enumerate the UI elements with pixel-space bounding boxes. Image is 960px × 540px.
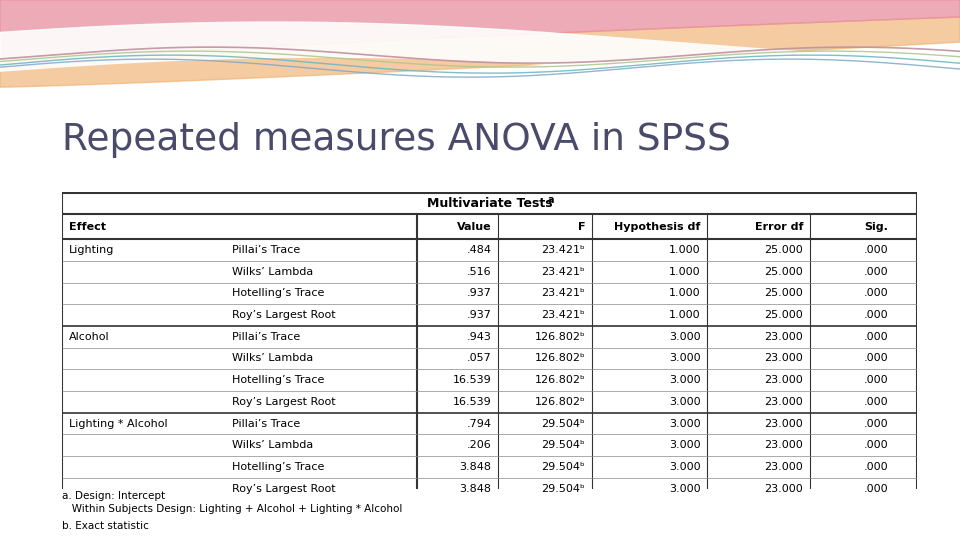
- Text: .000: .000: [864, 375, 889, 385]
- Text: .000: .000: [864, 310, 889, 320]
- Text: .000: .000: [864, 288, 889, 299]
- Text: Repeated measures ANOVA in SPSS: Repeated measures ANOVA in SPSS: [62, 122, 732, 158]
- Text: Lighting: Lighting: [69, 245, 114, 255]
- Text: .484: .484: [467, 245, 492, 255]
- Text: 3.848: 3.848: [459, 483, 492, 494]
- Text: .000: .000: [864, 245, 889, 255]
- Text: 23.000: 23.000: [764, 354, 804, 363]
- Text: .794: .794: [467, 418, 492, 429]
- Text: 23.421ᵇ: 23.421ᵇ: [541, 288, 586, 299]
- Text: .000: .000: [864, 483, 889, 494]
- Text: 23.421ᵇ: 23.421ᵇ: [541, 245, 586, 255]
- Text: .000: .000: [864, 354, 889, 363]
- Text: 1.000: 1.000: [669, 267, 701, 276]
- Text: 126.802ᵇ: 126.802ᵇ: [535, 397, 586, 407]
- Text: 3.000: 3.000: [669, 375, 701, 385]
- Text: Roy’s Largest Root: Roy’s Largest Root: [231, 397, 335, 407]
- Text: .000: .000: [864, 462, 889, 472]
- Text: 16.539: 16.539: [452, 397, 492, 407]
- Text: Hotelling’s Trace: Hotelling’s Trace: [231, 462, 324, 472]
- Text: F: F: [578, 221, 586, 232]
- Text: 3.848: 3.848: [459, 462, 492, 472]
- Text: 1.000: 1.000: [669, 245, 701, 255]
- Text: 23.421ᵇ: 23.421ᵇ: [541, 267, 586, 276]
- Text: 23.000: 23.000: [764, 375, 804, 385]
- Text: 3.000: 3.000: [669, 418, 701, 429]
- Text: 23.000: 23.000: [764, 332, 804, 342]
- Text: a. Design: Intercept: a. Design: Intercept: [62, 491, 165, 501]
- Text: .000: .000: [864, 440, 889, 450]
- Text: Pillai’s Trace: Pillai’s Trace: [231, 332, 300, 342]
- Text: .000: .000: [864, 418, 889, 429]
- Text: Error df: Error df: [755, 221, 804, 232]
- Text: Value: Value: [457, 221, 492, 232]
- Text: 3.000: 3.000: [669, 440, 701, 450]
- Text: Wilks’ Lambda: Wilks’ Lambda: [231, 354, 313, 363]
- Text: b. Exact statistic: b. Exact statistic: [62, 521, 149, 531]
- Text: Pillai’s Trace: Pillai’s Trace: [231, 245, 300, 255]
- Text: .000: .000: [864, 332, 889, 342]
- Text: 126.802ᵇ: 126.802ᵇ: [535, 375, 586, 385]
- Text: Hotelling’s Trace: Hotelling’s Trace: [231, 288, 324, 299]
- Text: 25.000: 25.000: [764, 288, 804, 299]
- Text: 25.000: 25.000: [764, 267, 804, 276]
- Text: 23.000: 23.000: [764, 418, 804, 429]
- Text: 126.802ᵇ: 126.802ᵇ: [535, 332, 586, 342]
- Text: 3.000: 3.000: [669, 332, 701, 342]
- Text: 3.000: 3.000: [669, 462, 701, 472]
- Text: Lighting * Alcohol: Lighting * Alcohol: [69, 418, 168, 429]
- Text: Multivariate Tests: Multivariate Tests: [427, 197, 552, 210]
- Text: 3.000: 3.000: [669, 483, 701, 494]
- Text: 23.000: 23.000: [764, 397, 804, 407]
- Text: Hotelling’s Trace: Hotelling’s Trace: [231, 375, 324, 385]
- Text: Effect: Effect: [69, 221, 107, 232]
- Text: a: a: [548, 195, 554, 205]
- Text: 3.000: 3.000: [669, 397, 701, 407]
- Text: 29.504ᵇ: 29.504ᵇ: [541, 440, 586, 450]
- Text: 29.504ᵇ: 29.504ᵇ: [541, 418, 586, 429]
- Text: .943: .943: [467, 332, 492, 342]
- Text: Within Subjects Design: Lighting + Alcohol + Lighting * Alcohol: Within Subjects Design: Lighting + Alcoh…: [62, 504, 403, 514]
- Text: .000: .000: [864, 397, 889, 407]
- Text: .206: .206: [467, 440, 492, 450]
- Text: .516: .516: [467, 267, 492, 276]
- Text: .937: .937: [467, 310, 492, 320]
- Text: .057: .057: [467, 354, 492, 363]
- Text: 29.504ᵇ: 29.504ᵇ: [541, 462, 586, 472]
- Text: Sig.: Sig.: [865, 221, 889, 232]
- Text: Roy’s Largest Root: Roy’s Largest Root: [231, 483, 335, 494]
- Text: Pillai’s Trace: Pillai’s Trace: [231, 418, 300, 429]
- Text: 25.000: 25.000: [764, 310, 804, 320]
- Text: 23.000: 23.000: [764, 483, 804, 494]
- Text: 23.421ᵇ: 23.421ᵇ: [541, 310, 586, 320]
- Text: 3.000: 3.000: [669, 354, 701, 363]
- Text: 29.504ᵇ: 29.504ᵇ: [541, 483, 586, 494]
- Text: Wilks’ Lambda: Wilks’ Lambda: [231, 267, 313, 276]
- Text: 1.000: 1.000: [669, 310, 701, 320]
- Text: .000: .000: [864, 267, 889, 276]
- Text: Wilks’ Lambda: Wilks’ Lambda: [231, 440, 313, 450]
- Text: Alcohol: Alcohol: [69, 332, 109, 342]
- Text: .937: .937: [467, 288, 492, 299]
- Text: 1.000: 1.000: [669, 288, 701, 299]
- Text: 23.000: 23.000: [764, 440, 804, 450]
- Text: 25.000: 25.000: [764, 245, 804, 255]
- Text: 23.000: 23.000: [764, 462, 804, 472]
- Text: Roy’s Largest Root: Roy’s Largest Root: [231, 310, 335, 320]
- Text: Hypothesis df: Hypothesis df: [614, 221, 701, 232]
- Text: 16.539: 16.539: [452, 375, 492, 385]
- Text: 126.802ᵇ: 126.802ᵇ: [535, 354, 586, 363]
